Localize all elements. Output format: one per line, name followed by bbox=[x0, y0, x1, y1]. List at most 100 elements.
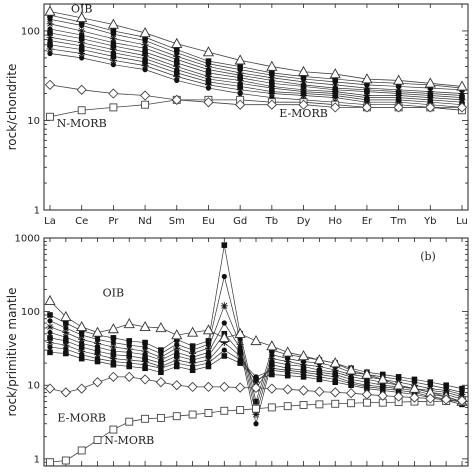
reference-point bbox=[46, 112, 54, 121]
reference-point bbox=[60, 310, 72, 321]
sample-point bbox=[63, 338, 69, 344]
reference-point bbox=[361, 368, 373, 379]
reference-point bbox=[155, 322, 167, 333]
reference-point bbox=[234, 54, 246, 65]
sample-point bbox=[47, 50, 53, 57]
sample-point bbox=[204, 81, 212, 89]
reference-point bbox=[361, 389, 373, 400]
sample-point bbox=[110, 28, 117, 34]
sample-line bbox=[49, 14, 463, 89]
reference-point bbox=[393, 379, 405, 390]
reference-point bbox=[44, 294, 56, 306]
sample-point bbox=[110, 53, 117, 60]
sample-point bbox=[109, 35, 117, 43]
sample-point bbox=[78, 335, 86, 343]
x-tick-label: Ho bbox=[328, 216, 342, 227]
reference-point bbox=[139, 90, 151, 101]
sample-point bbox=[63, 350, 69, 357]
sample-point bbox=[157, 353, 165, 361]
sample-point bbox=[141, 52, 149, 60]
sample-point bbox=[126, 338, 133, 344]
y-tick-label: 10 bbox=[27, 381, 40, 392]
reference-point bbox=[377, 373, 389, 384]
sample-point bbox=[204, 344, 212, 352]
sample-point bbox=[173, 63, 181, 71]
sample-point bbox=[204, 356, 212, 364]
reference-point bbox=[172, 412, 181, 421]
sample-point bbox=[78, 35, 85, 42]
sample-point bbox=[110, 43, 117, 49]
reference-point bbox=[424, 77, 436, 88]
panel-b-primitive-mantle-chart: 1 10 100 1000 rock/primitive mantle OIB E-MORB… bbox=[5, 234, 469, 467]
sample-point bbox=[459, 385, 465, 392]
sample-point bbox=[237, 345, 243, 351]
sample-point bbox=[364, 88, 370, 95]
sample-point bbox=[173, 356, 181, 364]
sample-point bbox=[109, 56, 117, 64]
reference-point bbox=[76, 383, 87, 394]
sample-point bbox=[379, 387, 386, 394]
sample-point bbox=[125, 356, 133, 364]
sample-series bbox=[47, 26, 465, 99]
sample-point bbox=[46, 33, 54, 41]
x-tick-label: Gd bbox=[233, 216, 247, 227]
x-tick-label: Yb bbox=[423, 216, 436, 227]
reference-series-n-morb bbox=[46, 396, 466, 467]
y-axis-label: rock/chondrite bbox=[5, 64, 19, 151]
sample-point bbox=[47, 335, 53, 341]
sample-point bbox=[236, 340, 244, 348]
sample-point bbox=[46, 45, 54, 53]
sample-point bbox=[173, 52, 181, 60]
reference-point bbox=[234, 327, 246, 338]
reference-point bbox=[77, 446, 86, 455]
sample-point bbox=[78, 49, 86, 57]
sample-line bbox=[49, 48, 463, 108]
sample-point bbox=[205, 341, 212, 347]
reference-point bbox=[252, 404, 260, 413]
reference-point bbox=[204, 409, 213, 417]
reference-point bbox=[188, 410, 197, 419]
reference-point bbox=[125, 417, 134, 426]
x-tick-label: Lu bbox=[456, 216, 468, 227]
reference-point bbox=[92, 377, 103, 388]
sample-point bbox=[142, 49, 148, 55]
reference-point bbox=[330, 387, 341, 398]
sample-point bbox=[268, 90, 276, 98]
reference-point bbox=[315, 400, 324, 409]
reference-point bbox=[298, 385, 309, 396]
sample-point bbox=[253, 421, 259, 427]
sample-point bbox=[94, 336, 101, 342]
sample-point bbox=[300, 78, 308, 86]
sample-point bbox=[205, 353, 212, 359]
sample-point bbox=[141, 41, 149, 49]
reference-point bbox=[409, 392, 420, 403]
reference-line bbox=[49, 84, 462, 108]
sample-point bbox=[427, 379, 434, 385]
sample-point bbox=[110, 31, 116, 37]
sample-point bbox=[300, 92, 308, 100]
reference-series-e-morb bbox=[44, 79, 468, 113]
reference-point bbox=[266, 340, 278, 351]
reference-point bbox=[250, 334, 262, 346]
reference-point bbox=[76, 11, 88, 23]
sample-point bbox=[158, 350, 164, 357]
sample-point bbox=[110, 351, 117, 358]
sample-point bbox=[94, 351, 102, 359]
sample-point bbox=[78, 347, 86, 355]
sample-point bbox=[236, 76, 244, 84]
sample-point bbox=[126, 342, 132, 348]
sample-point bbox=[47, 42, 53, 48]
sample-point bbox=[174, 50, 180, 56]
sample-point bbox=[141, 358, 149, 366]
sample-point bbox=[173, 60, 180, 66]
sample-point bbox=[79, 22, 85, 29]
reference-point bbox=[298, 99, 309, 110]
reference-series-oib bbox=[44, 5, 468, 91]
sample-line bbox=[49, 18, 463, 91]
x-tick-label: Tb bbox=[265, 216, 278, 227]
sample-point bbox=[46, 323, 54, 331]
sample-point bbox=[125, 345, 133, 353]
sample-point bbox=[173, 336, 180, 343]
reference-point bbox=[441, 394, 452, 405]
sample-point bbox=[158, 369, 164, 376]
